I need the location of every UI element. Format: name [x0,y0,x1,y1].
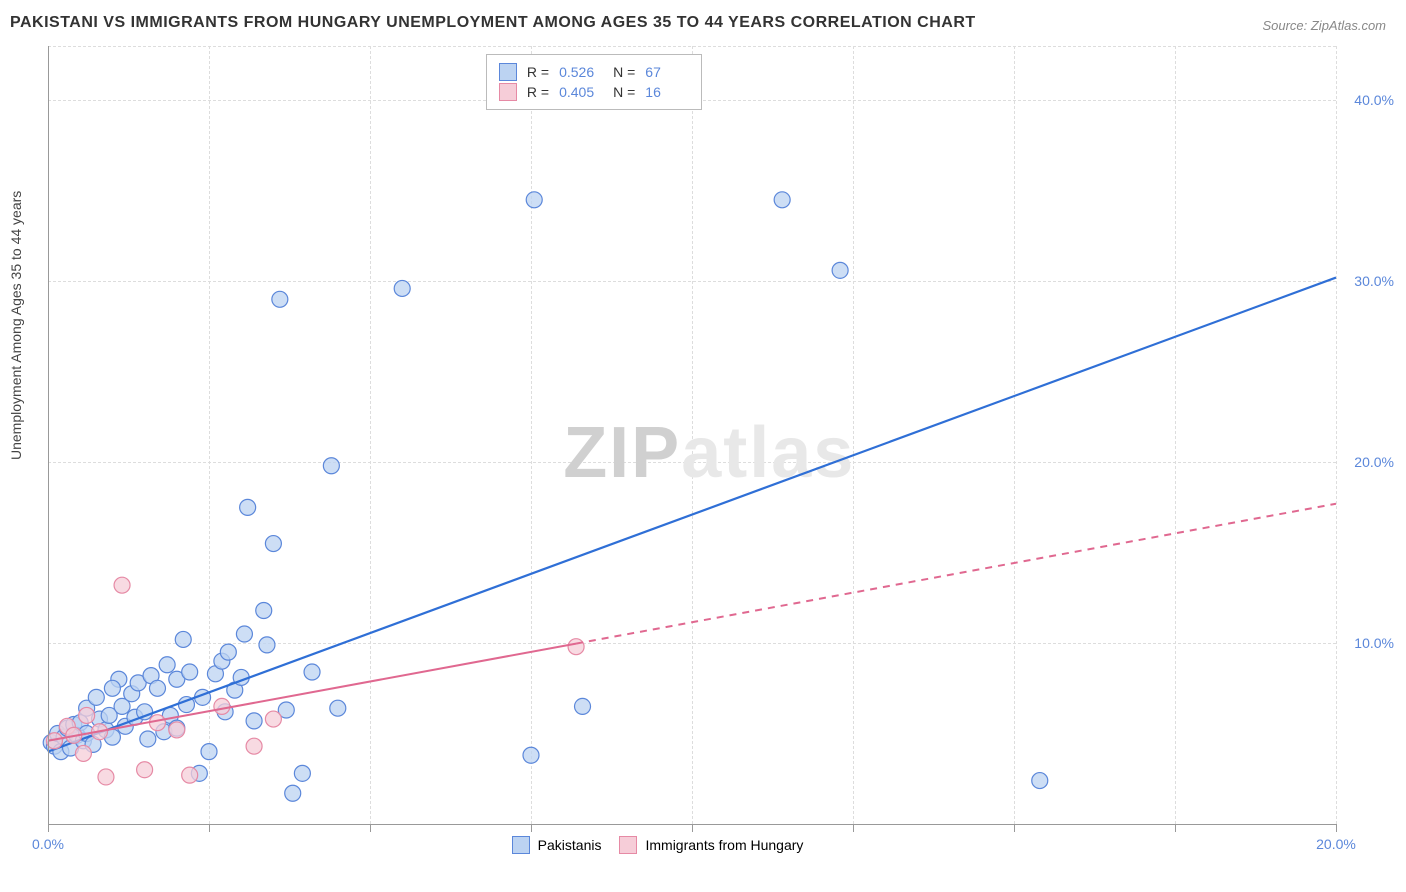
scatter-point-pakistanis [159,657,175,673]
y-tick-label: 10.0% [1354,635,1394,651]
stats-legend-row: R = 0.405 N = 16 [499,83,689,101]
y-tick-label: 30.0% [1354,273,1394,289]
scatter-point-hungary [265,711,281,727]
scatter-point-hungary [79,707,95,723]
x-tick-mark [370,824,371,832]
scatter-point-hungary [246,738,262,754]
scatter-point-pakistanis [526,192,542,208]
series-legend: Pakistanis Immigrants from Hungary [512,836,804,854]
scatter-point-pakistanis [323,458,339,474]
scatter-point-pakistanis [330,700,346,716]
stats-r-value: 0.526 [559,64,603,80]
x-tick-mark [1175,824,1176,832]
scatter-point-pakistanis [523,747,539,763]
x-tick-label: 20.0% [1316,836,1356,852]
stats-r-value: 0.405 [559,84,603,100]
scatter-point-hungary [182,767,198,783]
stats-n-value: 16 [645,84,689,100]
gridline-v [1336,46,1337,824]
legend-swatch [499,63,517,81]
scatter-point-hungary [98,769,114,785]
scatter-point-pakistanis [1032,773,1048,789]
scatter-point-pakistanis [832,262,848,278]
stats-legend-row: R = 0.526 N = 67 [499,63,689,81]
x-tick-mark [1336,824,1337,832]
scatter-point-pakistanis [285,785,301,801]
scatter-point-pakistanis [201,744,217,760]
x-tick-mark [531,824,532,832]
legend-swatch [512,836,530,854]
chart-title: PAKISTANI VS IMMIGRANTS FROM HUNGARY UNE… [10,14,976,32]
trend-line-pakistanis [48,278,1336,752]
trend-line-extrapolated-hungary [576,504,1336,644]
scatter-point-hungary [137,762,153,778]
scatter-point-pakistanis [256,603,272,619]
scatter-point-pakistanis [265,536,281,552]
x-tick-label: 0.0% [32,836,64,852]
x-tick-mark [853,824,854,832]
legend-item: Pakistanis [512,836,602,854]
scatter-point-hungary [114,577,130,593]
scatter-point-pakistanis [575,698,591,714]
scatter-point-pakistanis [272,291,288,307]
scatter-point-pakistanis [220,644,236,660]
scatter-point-pakistanis [294,765,310,781]
y-tick-label: 20.0% [1354,454,1394,470]
scatter-point-pakistanis [140,731,156,747]
scatter-point-hungary [75,745,91,761]
scatter-point-pakistanis [246,713,262,729]
scatter-point-hungary [149,715,165,731]
y-tick-label: 40.0% [1354,92,1394,108]
stats-n-label: N = [613,84,635,100]
scatter-point-pakistanis [175,631,191,647]
source-attribution: Source: ZipAtlas.com [1262,18,1386,33]
scatter-point-hungary [214,698,230,714]
scatter-point-pakistanis [149,680,165,696]
legend-label: Pakistanis [538,837,602,853]
scatter-point-pakistanis [774,192,790,208]
scatter-point-pakistanis [304,664,320,680]
plot-svg [48,46,1336,824]
stats-n-label: N = [613,64,635,80]
scatter-point-pakistanis [88,689,104,705]
legend-label: Immigrants from Hungary [645,837,803,853]
stats-r-label: R = [527,84,549,100]
legend-swatch [499,83,517,101]
scatter-point-pakistanis [182,664,198,680]
plot-area: ZIPatlas 0.0%20.0% 10.0%20.0%30.0%40.0% [48,46,1336,824]
x-tick-mark [1014,824,1015,832]
scatter-point-pakistanis [236,626,252,642]
x-tick-mark [692,824,693,832]
y-axis-label: Unemployment Among Ages 35 to 44 years [8,191,24,460]
stats-n-value: 67 [645,64,689,80]
x-tick-mark [209,824,210,832]
legend-item: Immigrants from Hungary [619,836,803,854]
stats-legend: R = 0.526 N = 67 R = 0.405 N = 16 [486,54,702,110]
x-tick-mark [48,824,49,832]
scatter-point-hungary [169,722,185,738]
scatter-point-pakistanis [104,680,120,696]
scatter-point-pakistanis [259,637,275,653]
stats-r-label: R = [527,64,549,80]
scatter-point-pakistanis [394,280,410,296]
scatter-point-hungary [568,639,584,655]
y-axis-line [48,46,49,824]
legend-swatch [619,836,637,854]
scatter-point-pakistanis [240,499,256,515]
